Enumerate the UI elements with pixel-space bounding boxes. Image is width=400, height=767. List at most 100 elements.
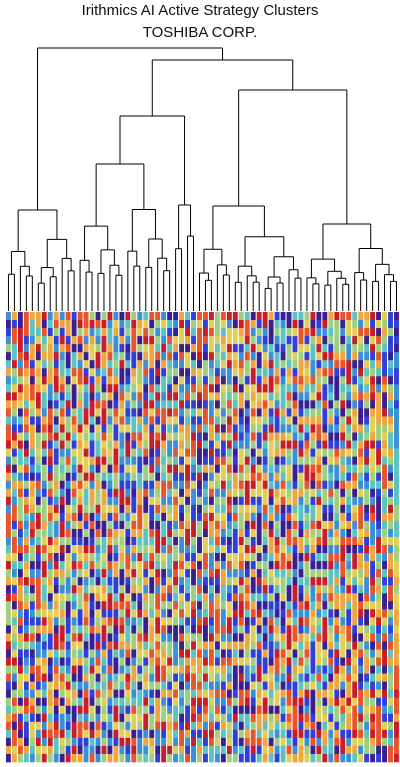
heatmap-cell xyxy=(232,368,238,377)
heatmap-cell xyxy=(364,745,370,755)
heatmap-cell xyxy=(208,569,214,578)
heatmap-cell xyxy=(179,689,185,699)
heatmap-cell xyxy=(173,432,179,441)
heatmap-cell xyxy=(280,729,286,739)
heatmap-cell xyxy=(113,504,119,514)
heatmap-cell xyxy=(214,336,220,345)
heatmap-cell xyxy=(304,625,310,634)
heatmap-cell xyxy=(208,537,214,546)
heatmap-cell xyxy=(203,328,208,337)
heatmap-cell xyxy=(250,633,256,642)
heatmap-cell xyxy=(155,617,161,626)
heatmap-cell xyxy=(161,737,167,747)
heatmap-cell xyxy=(226,601,232,610)
heatmap-cell xyxy=(376,585,382,594)
heatmap-cell xyxy=(256,360,262,369)
heatmap-cell xyxy=(167,673,173,682)
heatmap-cell xyxy=(208,352,214,361)
heatmap-cell xyxy=(83,577,89,586)
heatmap-cell xyxy=(286,625,292,634)
heatmap-cell xyxy=(328,665,334,674)
heatmap-cell xyxy=(328,384,334,393)
heatmap-cell xyxy=(125,665,131,674)
heatmap-cell xyxy=(316,416,322,425)
heatmap-cell xyxy=(167,368,173,377)
heatmap-cell xyxy=(286,400,292,409)
heatmap-cell xyxy=(11,464,17,474)
heatmap-cell xyxy=(143,641,149,650)
heatmap-cell xyxy=(107,328,113,337)
heatmap-cell xyxy=(155,432,161,441)
heatmap-cell xyxy=(388,553,393,562)
heatmap-cell xyxy=(280,392,286,401)
heatmap-cell xyxy=(316,432,322,441)
heatmap-cell xyxy=(310,472,316,482)
heatmap-cell xyxy=(388,737,393,747)
heatmap-cell xyxy=(113,745,119,755)
heatmap-cell xyxy=(358,673,364,682)
heatmap-cell xyxy=(107,440,113,449)
heatmap-cell xyxy=(358,649,364,658)
heatmap-cell xyxy=(35,408,41,417)
heatmap-cell xyxy=(101,520,107,530)
heatmap-cell xyxy=(65,480,71,490)
heatmap-cell xyxy=(358,641,364,650)
heatmap-cell xyxy=(232,384,238,393)
heatmap-cell xyxy=(137,352,143,361)
heatmap-cell xyxy=(388,537,393,546)
heatmap-cell xyxy=(352,537,358,546)
heatmap-cell xyxy=(179,593,185,602)
heatmap-cell xyxy=(256,424,262,433)
heatmap-cell xyxy=(155,496,161,506)
heatmap-cell xyxy=(298,713,304,723)
heatmap-cell xyxy=(83,689,89,699)
heatmap-cell xyxy=(149,689,155,699)
heatmap-cell xyxy=(220,328,226,337)
heatmap-cell xyxy=(394,328,399,337)
heatmap-cell xyxy=(17,392,23,401)
heatmap-cell xyxy=(340,392,346,401)
heatmap-cell xyxy=(310,520,316,530)
heatmap-cell xyxy=(6,504,11,514)
heatmap-cell xyxy=(179,480,185,490)
heatmap-cell xyxy=(322,512,328,522)
heatmap-cell xyxy=(6,625,11,634)
heatmap-cell xyxy=(29,488,35,498)
heatmap-cell xyxy=(113,408,119,417)
heatmap-cell xyxy=(185,593,190,602)
heatmap-cell xyxy=(17,705,23,715)
heatmap-cell xyxy=(47,681,53,690)
heatmap-cell xyxy=(316,697,322,707)
heatmap-cell xyxy=(191,537,196,546)
heatmap-cell xyxy=(346,609,352,618)
heatmap-cell xyxy=(382,528,387,538)
heatmap-cell xyxy=(101,545,107,554)
heatmap-cell xyxy=(137,456,143,465)
heatmap-cell xyxy=(95,416,101,425)
heatmap-cell xyxy=(382,488,387,498)
heatmap-cell xyxy=(197,496,202,506)
heatmap-cell xyxy=(197,673,202,682)
heatmap-cell xyxy=(77,625,83,634)
heatmap-cell xyxy=(238,384,244,393)
heatmap-cell xyxy=(220,472,226,482)
heatmap-cell xyxy=(95,392,101,401)
heatmap-cell xyxy=(388,392,393,401)
heatmap-cell xyxy=(143,376,149,385)
heatmap-cell xyxy=(17,488,23,498)
heatmap-cell xyxy=(83,328,89,337)
heatmap-cell xyxy=(256,737,262,747)
heatmap-cell xyxy=(214,633,220,642)
heatmap-cell xyxy=(89,352,95,361)
heatmap-cell xyxy=(226,753,232,763)
heatmap-cell xyxy=(191,352,196,361)
heatmap-cell xyxy=(268,617,274,626)
heatmap-cell xyxy=(394,416,399,425)
heatmap-cell xyxy=(388,681,393,690)
heatmap-cell xyxy=(364,320,370,329)
heatmap-cell xyxy=(328,689,334,699)
heatmap-cell xyxy=(65,312,71,321)
heatmap-cell xyxy=(310,577,316,586)
heatmap-cell xyxy=(346,480,352,490)
heatmap-cell xyxy=(143,721,149,731)
